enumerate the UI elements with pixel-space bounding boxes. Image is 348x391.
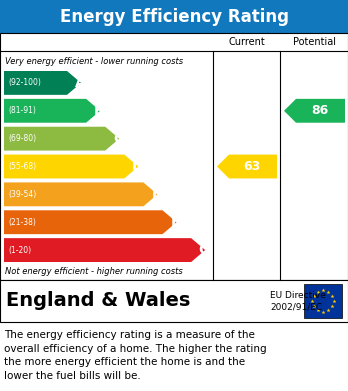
Text: (81-91): (81-91): [8, 106, 36, 115]
Text: EU Directive
2002/91/EC: EU Directive 2002/91/EC: [270, 291, 326, 311]
Polygon shape: [4, 238, 205, 262]
Text: G: G: [198, 243, 210, 257]
Text: Energy Efficiency Rating: Energy Efficiency Rating: [60, 7, 288, 25]
Text: Current: Current: [228, 37, 265, 47]
Text: (69-80): (69-80): [8, 134, 36, 143]
Text: F: F: [171, 215, 180, 229]
Polygon shape: [284, 99, 345, 123]
Polygon shape: [4, 71, 81, 95]
Text: B: B: [94, 104, 104, 118]
Text: (55-68): (55-68): [8, 162, 36, 171]
Text: (39-54): (39-54): [8, 190, 36, 199]
Text: 86: 86: [311, 104, 328, 117]
Text: (92-100): (92-100): [8, 79, 41, 88]
Polygon shape: [4, 154, 138, 178]
Polygon shape: [4, 127, 119, 151]
Bar: [0, 33, 348, 280]
Text: Very energy efficient - lower running costs: Very energy efficient - lower running co…: [5, 57, 183, 66]
Bar: [304, 284, 342, 318]
Text: The energy efficiency rating is a measure of the
overall efficiency of a home. T: The energy efficiency rating is a measur…: [4, 330, 267, 381]
Polygon shape: [217, 154, 277, 178]
Polygon shape: [4, 183, 157, 206]
Bar: [0, 280, 348, 322]
Text: Not energy efficient - higher running costs: Not energy efficient - higher running co…: [5, 267, 183, 276]
Text: A: A: [75, 76, 85, 90]
Polygon shape: [4, 210, 176, 234]
Text: C: C: [113, 132, 123, 145]
Text: (1-20): (1-20): [8, 246, 31, 255]
Text: D: D: [132, 160, 143, 174]
Bar: [0, 0, 348, 33]
Text: E: E: [152, 187, 161, 201]
Polygon shape: [4, 99, 100, 123]
Text: (21-38): (21-38): [8, 218, 36, 227]
Text: 63: 63: [243, 160, 261, 173]
Text: Potential: Potential: [293, 37, 335, 47]
Text: England & Wales: England & Wales: [6, 292, 190, 310]
